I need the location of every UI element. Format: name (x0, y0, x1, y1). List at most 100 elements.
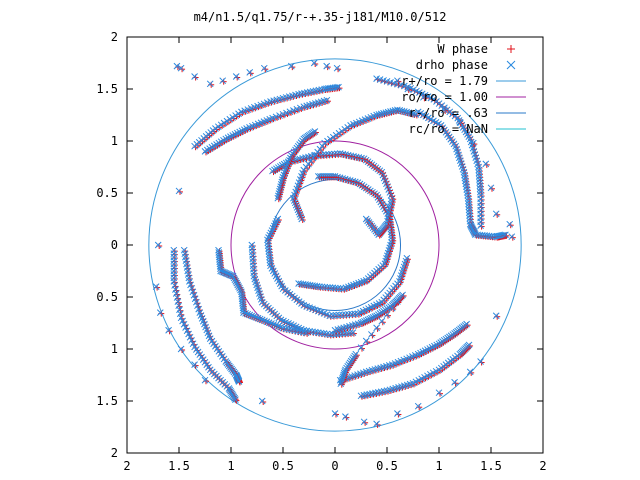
inner-spiral-3-pt-4-1-d-b (303, 303, 311, 310)
inner-spiral-1-pt-1-1-d-b (318, 283, 326, 291)
inner-spiral-3-pt-2-7-d-b (276, 280, 284, 287)
arm-left-pt-0-5-d-b (249, 258, 257, 266)
inner-spiral-4-pt-3-1-d-b (324, 137, 331, 145)
arm-left-pt-5-0-d (326, 331, 334, 338)
radius-circle-0 (148, 58, 522, 432)
arm-left-pt-1-0-d-b (250, 272, 258, 280)
inner-spiral-3-pt-4-8-d-b (323, 311, 331, 318)
inner-spiral-3-pt-4-6-d-b (317, 308, 325, 316)
chart-title: m4/n1.5/q1.75/r-+.35-j181/M10.0/512 (194, 10, 447, 24)
arm-left-pt-0-6-d-b (249, 262, 257, 270)
arm-left-pt-3-3-d-b (285, 319, 292, 327)
arm-left-pt-0-1-d-b (248, 245, 256, 252)
inner-spiral-2-pt-8-8-d-b (269, 167, 276, 175)
inner-spiral-1-pt-9-7-d (317, 173, 324, 180)
inner-spiral-3-pt-1-4-d-b (265, 248, 273, 255)
inner-spiral-3-pt-1-4-d (265, 248, 273, 255)
inner-spiral-4-pt-3-7-d (341, 125, 349, 133)
inner-spiral-3-pt-2-3-d-b (271, 270, 279, 277)
inner-spiral-1-pt-1-8-d-b (337, 285, 345, 292)
arm-left-pt-0-3-d-b (249, 252, 256, 259)
inner-spiral-4-pt-3-8-d-b (344, 124, 352, 131)
inner-spiral-3-pt-4-2-d-b (306, 304, 313, 311)
inner-spiral-4-pt-3-6-d (338, 127, 346, 135)
inner-spiral-4-pt-5-7-d-b (389, 107, 397, 115)
inner-spiral-3-pt-1-6-d (266, 253, 273, 261)
inner-spiral-4-pt-3-2-d (327, 135, 334, 143)
inner-spiral-3-pt-1-2-d (264, 242, 272, 249)
inner-spiral-1-pt-1-2-d-b (321, 283, 329, 291)
inner-spiral-3-pt-8-8-d-b (403, 254, 411, 262)
inner-spiral-1-pt-1-2-d (321, 283, 329, 291)
arm-left-pt-4-8-d-b (323, 330, 331, 338)
inner-spiral-4-pt-3-3-d-b (329, 133, 337, 141)
radius-circle-1 (230, 140, 440, 350)
inner-spiral-1-pt-1-0-d (316, 283, 323, 290)
arm-left-pt-1-6-d-b (256, 290, 263, 297)
arm-left-pt-0-4-d-b (249, 255, 257, 263)
arm-left-pt-1-5-d-b (255, 287, 262, 294)
arm-left-pt-5-8-d-b (349, 329, 357, 336)
arm-left-pt-1-7-d-b (256, 293, 264, 300)
inner-spiral-4-pt-3-0-d-b (321, 139, 328, 147)
inner-spiral-3-pt-1-6-d-b (266, 253, 273, 261)
inner-spiral-3-pt-1-1-d (264, 239, 272, 247)
inner-spiral-3-pt-1-5-d-b (265, 250, 273, 258)
inner-spiral-3-pt-4-5-d-b (314, 307, 322, 315)
arm-left-pt-3-4-d-b (287, 321, 295, 328)
inner-spiral-4-pt-3-6-d-b (338, 127, 346, 135)
inner-spiral-3-pt-1-8-d-b (266, 259, 274, 267)
inner-spiral-3-pt-4-3-d-b (309, 305, 316, 313)
inner-spiral-3-pt-2-1-d-b (268, 264, 276, 272)
inner-spiral-3-pt-1-0-d (264, 236, 271, 244)
inner-spiral-3-pt-1-8-d (266, 259, 274, 267)
inner-spiral-1-pt-1-0-d-b (316, 283, 323, 290)
inner-spiral-3-pt-1-7-d (266, 256, 274, 264)
inner-spiral-4-pt-5-4-d-b (382, 109, 390, 117)
inner-spiral-3-pt-4-0-d-b (300, 301, 308, 309)
inner-spiral-1-pt-1-7-d-b (334, 284, 342, 292)
inner-spiral-3-pt-1-3-d-b (265, 245, 272, 252)
inner-spiral-4-pt-3-4-d-b (332, 131, 340, 139)
arm-left-pt-5-6-d-b (343, 329, 351, 337)
arm-left-pt-5-0-d-b (326, 331, 334, 338)
inner-spiral-4-pt-3-3-d (329, 133, 337, 141)
arm-left-pt-0-7-d-b (250, 265, 257, 273)
inner-spiral-4-pt-5-1-d-b (375, 111, 383, 118)
inner-spiral-1-pt-1-6-d-b (331, 284, 339, 292)
arm-left-pt-1-1-d-b (251, 275, 259, 283)
inner-spiral-1-pt-1-6-d (331, 284, 339, 292)
inner-spiral-3-pt-4-4-d-b (312, 306, 319, 314)
inner-spiral-1-pt-9-8-d-b (315, 173, 322, 180)
arm-left-pt-0-0-d-b (248, 241, 256, 249)
arm-left-pt-4-6-d-b (317, 329, 325, 337)
inner-spiral-3-pt-1-0-d-b (264, 236, 271, 244)
arm-left-pt-3-6-d-b (292, 323, 300, 331)
inner-spiral-1-pt-1-5-d-b (329, 284, 337, 292)
inner-spiral-1-pt-1-4-d-b (326, 284, 334, 291)
arm-left-pt-5-7-d-b (346, 329, 354, 337)
arm-left-pt-3-0-d-b (277, 316, 285, 324)
arm-left-pt-4-7-d-b (320, 330, 328, 337)
inner-spiral-4-pt-3-5-d (335, 129, 343, 137)
inner-spiral-3-pt-4-7-d-b (320, 310, 328, 317)
inner-spiral-3-pt-1-2-d-b (264, 242, 272, 249)
arm-left-pt-1-8-d-b (257, 295, 265, 303)
inner-spiral-2-pt-8-8-d (269, 167, 276, 175)
inner-spiral-1-pt-1-1-d (318, 283, 326, 291)
arm-left-pt-5-5-d-b (340, 329, 348, 337)
arm-left-pt-0-2-d-b (248, 248, 256, 256)
inner-spiral-1-pt-1-3-d (324, 283, 331, 291)
inner-spiral-1-pt-1-5-d (329, 284, 337, 292)
arm-left-pt-0-8-d-b (250, 269, 258, 277)
arm-left-pt-3-1-d-b (280, 317, 287, 325)
inner-spiral-4-pt-5-5-d-b (384, 108, 392, 116)
phase-series (152, 59, 516, 428)
arm-left-pt-4-5-d-b (314, 329, 322, 336)
inner-spiral-3-pt-1-3-d (265, 245, 272, 252)
inner-spiral-3-pt-2-8-d-b (278, 282, 285, 290)
arm-left-pt-4-3-d-b (309, 328, 316, 336)
inner-spiral-1-pt-1-3-d-b (324, 283, 331, 291)
